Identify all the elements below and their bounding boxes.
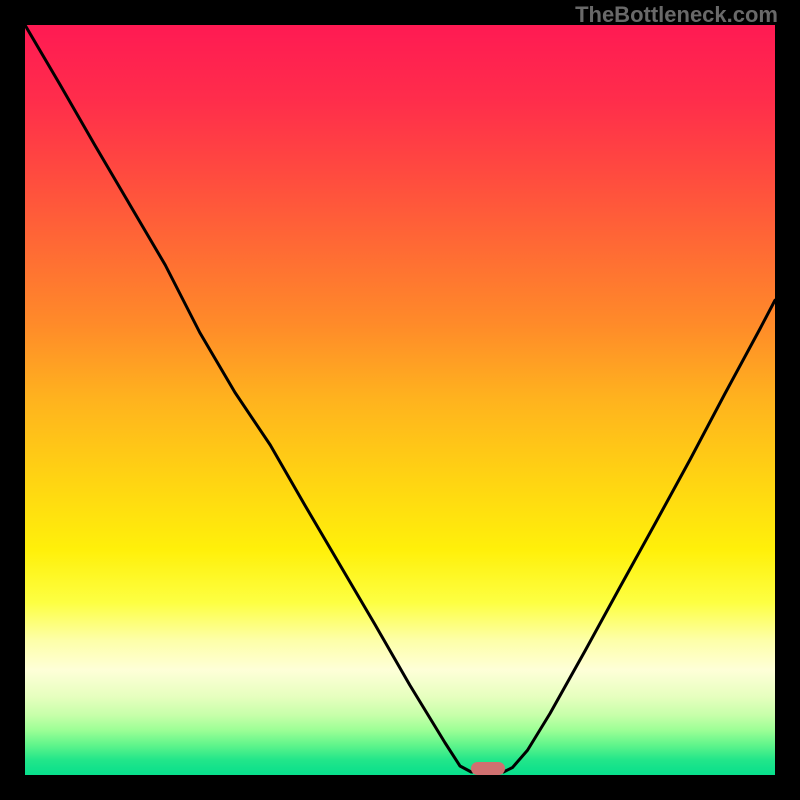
bottleneck-curve [25,25,775,775]
optimal-marker [471,762,505,775]
plot-area [25,25,775,775]
chart-container: TheBottleneck.com [0,0,800,800]
